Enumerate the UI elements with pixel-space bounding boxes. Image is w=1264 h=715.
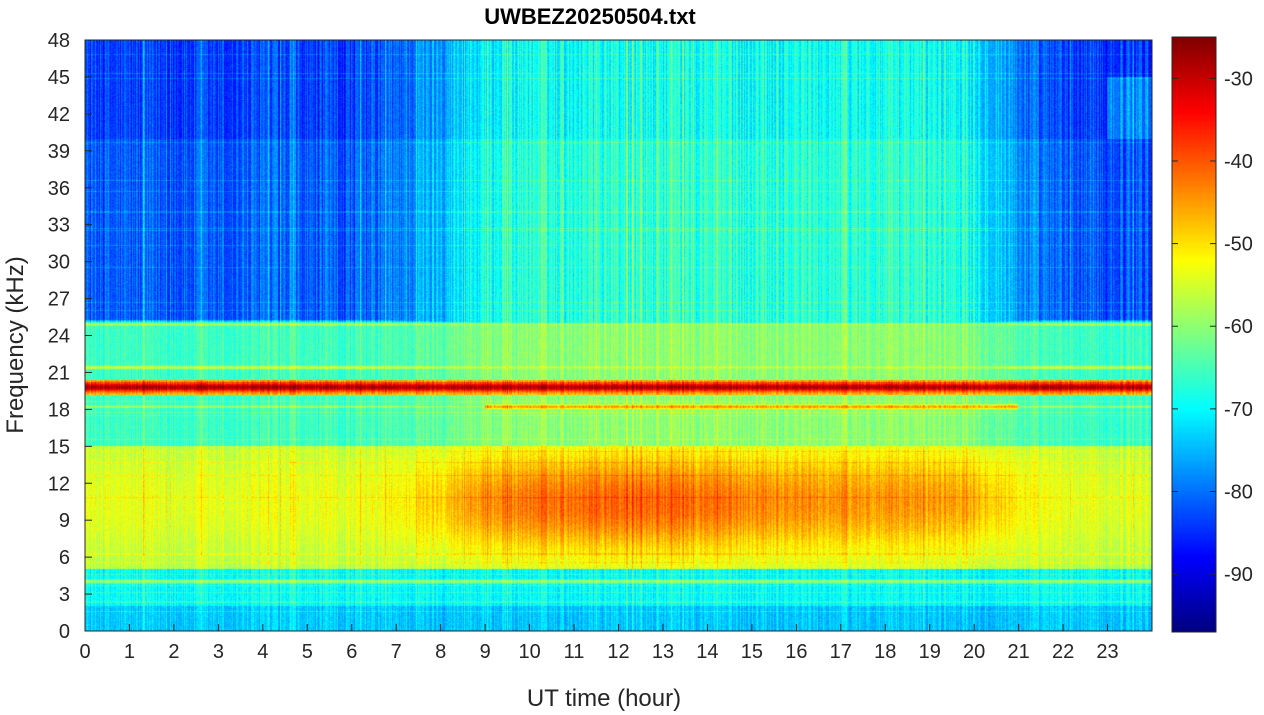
colorbar-tick-label: -80: [1224, 482, 1253, 504]
colorbar-tick-label: -30: [1224, 68, 1253, 90]
colorbar-tick-label: -40: [1224, 151, 1253, 173]
x-tick-label: 21: [1008, 641, 1030, 663]
x-tick-label: 8: [435, 641, 446, 663]
y-tick-label: 24: [48, 326, 70, 348]
x-tick-label: 12: [607, 641, 629, 663]
y-tick-label: 9: [59, 510, 70, 532]
x-axis-label: UT time (hour): [527, 685, 681, 712]
colorbar-frame: [1171, 36, 1217, 633]
x-tick-label: 4: [257, 641, 268, 663]
y-axis-label: Frequency (kHz): [2, 256, 29, 433]
y-tick-label: 18: [48, 399, 70, 421]
y-tick-label: 48: [48, 30, 70, 52]
y-tick-label: 42: [48, 104, 70, 126]
colorbar-ticks: -30 -40 -50 -60 -70 -80 -90: [1172, 68, 1253, 586]
y-tick-label: 0: [59, 621, 70, 643]
x-tick-label: 9: [480, 641, 491, 663]
y-tick-label: 30: [48, 252, 70, 274]
colorbar-tick-label: -90: [1224, 564, 1253, 586]
x-tick-label: 10: [518, 641, 540, 663]
plot-area: [84, 39, 1153, 632]
x-tick-label: 17: [830, 641, 852, 663]
spectrogram-image: [85, 40, 1152, 631]
y-tick-label: 36: [48, 178, 70, 200]
chart-title: UWBEZ20250504.txt: [484, 4, 696, 29]
x-tick-label: 23: [1096, 641, 1118, 663]
y-tick-label: 6: [59, 547, 70, 569]
y-tick-label: 33: [48, 215, 70, 237]
x-tick-label: 18: [874, 641, 896, 663]
x-tick-label: 16: [785, 641, 807, 663]
x-axis: 0 1 2 3 4 5 6 7 8 9 10 11 12 13 14 15 16 17 18 19 20 21 22 23: [79, 624, 1119, 663]
y-tick-label: 21: [48, 362, 70, 384]
colorbar-tick-label: -70: [1224, 399, 1253, 421]
y-tick-label: 45: [48, 67, 70, 89]
x-tick-label: 5: [302, 641, 313, 663]
x-tick-label: 20: [963, 641, 985, 663]
y-tick-label: 12: [48, 473, 70, 495]
x-tick-label: 7: [391, 641, 402, 663]
y-tick-label: 39: [48, 141, 70, 163]
y-tick-label: 27: [48, 289, 70, 311]
colorbar-tick-label: -60: [1224, 316, 1253, 338]
x-tick-label: 1: [124, 641, 135, 663]
x-tick-label: 0: [79, 641, 90, 663]
x-tick-label: 14: [696, 641, 718, 663]
x-tick-label: 15: [741, 641, 763, 663]
x-tick-label: 3: [213, 641, 224, 663]
x-tick-label: 13: [652, 641, 674, 663]
x-tick-label: 2: [168, 641, 179, 663]
colorbar: -30 -40 -50 -60 -70 -80 -90: [1171, 36, 1253, 633]
x-tick-label: 22: [1052, 641, 1074, 663]
x-tick-label: 11: [564, 641, 585, 663]
colorbar-tick-label: -50: [1224, 234, 1253, 256]
x-tick-label: 19: [919, 641, 941, 663]
colorbar-gradient: [1172, 37, 1216, 632]
y-tick-label: 15: [48, 436, 70, 458]
x-tick-label: 6: [346, 641, 357, 663]
y-tick-label: 3: [59, 584, 70, 606]
